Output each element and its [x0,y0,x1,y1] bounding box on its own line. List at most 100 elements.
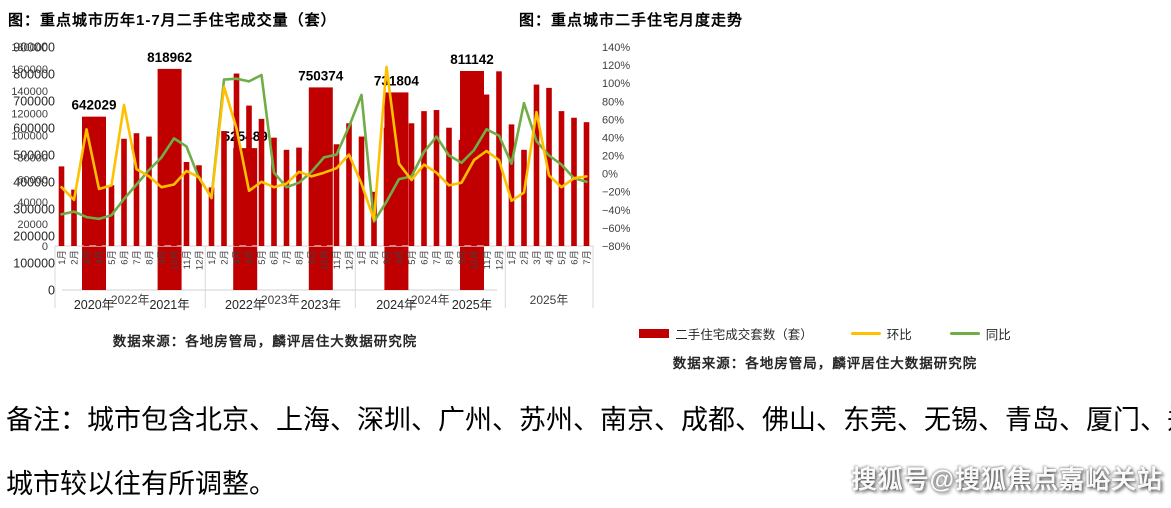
svg-text:2025年: 2025年 [530,293,569,307]
right-chart-source: 数据来源：各地房管局，麟评居住大数据研究院 [672,356,978,371]
svg-text:818962: 818962 [147,50,192,65]
svg-text:750374: 750374 [298,68,344,83]
right-chart-title: 图：重点城市二手住宅月度走势 [519,12,744,29]
note-line-2: 城市较以往有所调整。 [6,469,276,499]
svg-text:60%: 60% [602,114,624,126]
svg-text:2022年: 2022年 [111,293,150,307]
svg-text:2月: 2月 [70,250,81,265]
svg-text:0: 0 [48,284,55,298]
svg-text:1月: 1月 [357,250,368,265]
svg-text:8月: 8月 [145,250,156,265]
legend-item-bars: 二手住宅成交套数（套） [639,324,813,343]
svg-text:80%: 80% [602,96,624,108]
svg-text:2023年: 2023年 [261,293,300,307]
bar-series-swatch [639,329,670,338]
svg-text:9月: 9月 [457,250,468,265]
svg-text:9月: 9月 [307,250,318,265]
svg-text:120000: 120000 [11,108,48,120]
svg-text:4月: 4月 [245,250,256,265]
svg-text:6月: 6月 [270,250,281,265]
svg-text:4月: 4月 [395,250,406,265]
svg-text:1月: 1月 [507,250,518,265]
svg-text:2月: 2月 [520,250,531,265]
svg-text:12月: 12月 [195,250,206,270]
svg-text:2025年: 2025年 [452,298,492,312]
svg-text:8月: 8月 [295,250,306,265]
svg-text:0%: 0% [602,169,618,181]
svg-text:11月: 11月 [482,250,493,269]
svg-text:5月: 5月 [257,250,268,265]
svg-text:5月: 5月 [107,250,118,265]
svg-text:−40%: −40% [602,205,631,217]
svg-text:160000: 160000 [11,64,48,76]
svg-text:11月: 11月 [182,250,193,269]
legend-label-huanbi: 环比 [886,328,912,342]
svg-text:300000: 300000 [13,203,55,217]
legend-item-tongbi: 同比 [949,324,1011,343]
right-chart-legend: 二手住宅成交套数（套） 环比 同比 [555,324,1095,343]
svg-text:−60%: −60% [602,223,631,235]
svg-text:2022年: 2022年 [225,298,265,312]
svg-text:10月: 10月 [170,250,181,270]
svg-text:642029: 642029 [71,98,116,113]
svg-text:0: 0 [42,241,48,253]
svg-text:140%: 140% [602,42,630,54]
svg-text:20%: 20% [602,151,624,163]
svg-text:12月: 12月 [345,250,356,270]
svg-text:100000: 100000 [11,130,48,142]
svg-text:4月: 4月 [95,250,106,265]
svg-text:9月: 9月 [157,250,168,265]
svg-text:3月: 3月 [532,250,543,265]
svg-text:800000: 800000 [13,68,55,82]
tongbi-line [60,73,588,223]
svg-text:1月: 1月 [207,250,218,265]
svg-text:7月: 7月 [432,250,443,265]
svg-text:2月: 2月 [220,250,231,265]
svg-text:200000: 200000 [13,230,55,244]
svg-text:7月: 7月 [582,250,593,265]
note-line-1: 备注：城市包含北京、上海、深圳、广州、苏州、南京、成都、佛山、东莞、无锡、青岛、… [6,405,1171,435]
svg-text:700000: 700000 [13,95,55,109]
svg-text:40000: 40000 [17,197,48,209]
svg-text:140000: 140000 [11,86,48,98]
legend-item-huanbi: 环比 [850,324,912,343]
svg-text:5月: 5月 [407,250,418,265]
svg-text:60000: 60000 [17,175,48,187]
svg-text:7月: 7月 [132,250,143,265]
huanbi-line-swatch [850,331,881,336]
svg-text:40%: 40% [602,132,624,144]
svg-text:100000: 100000 [13,257,55,271]
huanbi-line [60,65,588,222]
svg-text:600000: 600000 [13,122,55,136]
legend-label-bars: 二手住宅成交套数（套） [675,328,813,342]
svg-text:2月: 2月 [370,250,381,265]
svg-text:80000: 80000 [17,153,48,165]
svg-text:2024年: 2024年 [411,293,450,307]
svg-text:11月: 11月 [332,250,343,269]
svg-text:6月: 6月 [570,250,581,265]
svg-text:180000: 180000 [11,42,48,54]
left-chart-source: 数据来源：各地房管局，麟评居住大数据研究院 [112,334,418,349]
right-combo-chart-canvas: 0 20000 40000 60000 80000 100000 120000 140000 1… [11,42,631,308]
svg-text:2021年: 2021年 [149,298,189,312]
svg-text:3月: 3月 [382,250,393,265]
svg-text:100%: 100% [602,78,630,90]
legend-label-tongbi: 同比 [985,328,1011,342]
svg-text:7月: 7月 [282,250,293,265]
svg-text:900000: 900000 [13,41,55,55]
svg-text:−20%: −20% [602,187,631,199]
svg-text:6月: 6月 [420,250,431,265]
svg-text:6月: 6月 [120,250,131,265]
svg-text:3月: 3月 [232,250,243,265]
svg-text:8月: 8月 [445,250,456,265]
svg-text:20000: 20000 [17,219,48,231]
svg-text:2023年: 2023年 [301,298,341,312]
svg-text:500000: 500000 [13,149,55,163]
watermark-sohu-badge: 搜狐号@搜狐焦点嘉峪关站 [851,466,1163,494]
tongbi-line-swatch [949,331,980,336]
svg-text:2024年: 2024年 [376,298,416,312]
right-chart-plot: 0 20000 40000 60000 80000 100000 120000 140000 1… [11,42,631,308]
svg-text:10月: 10月 [320,250,331,270]
svg-text:2020年: 2020年 [74,298,114,312]
